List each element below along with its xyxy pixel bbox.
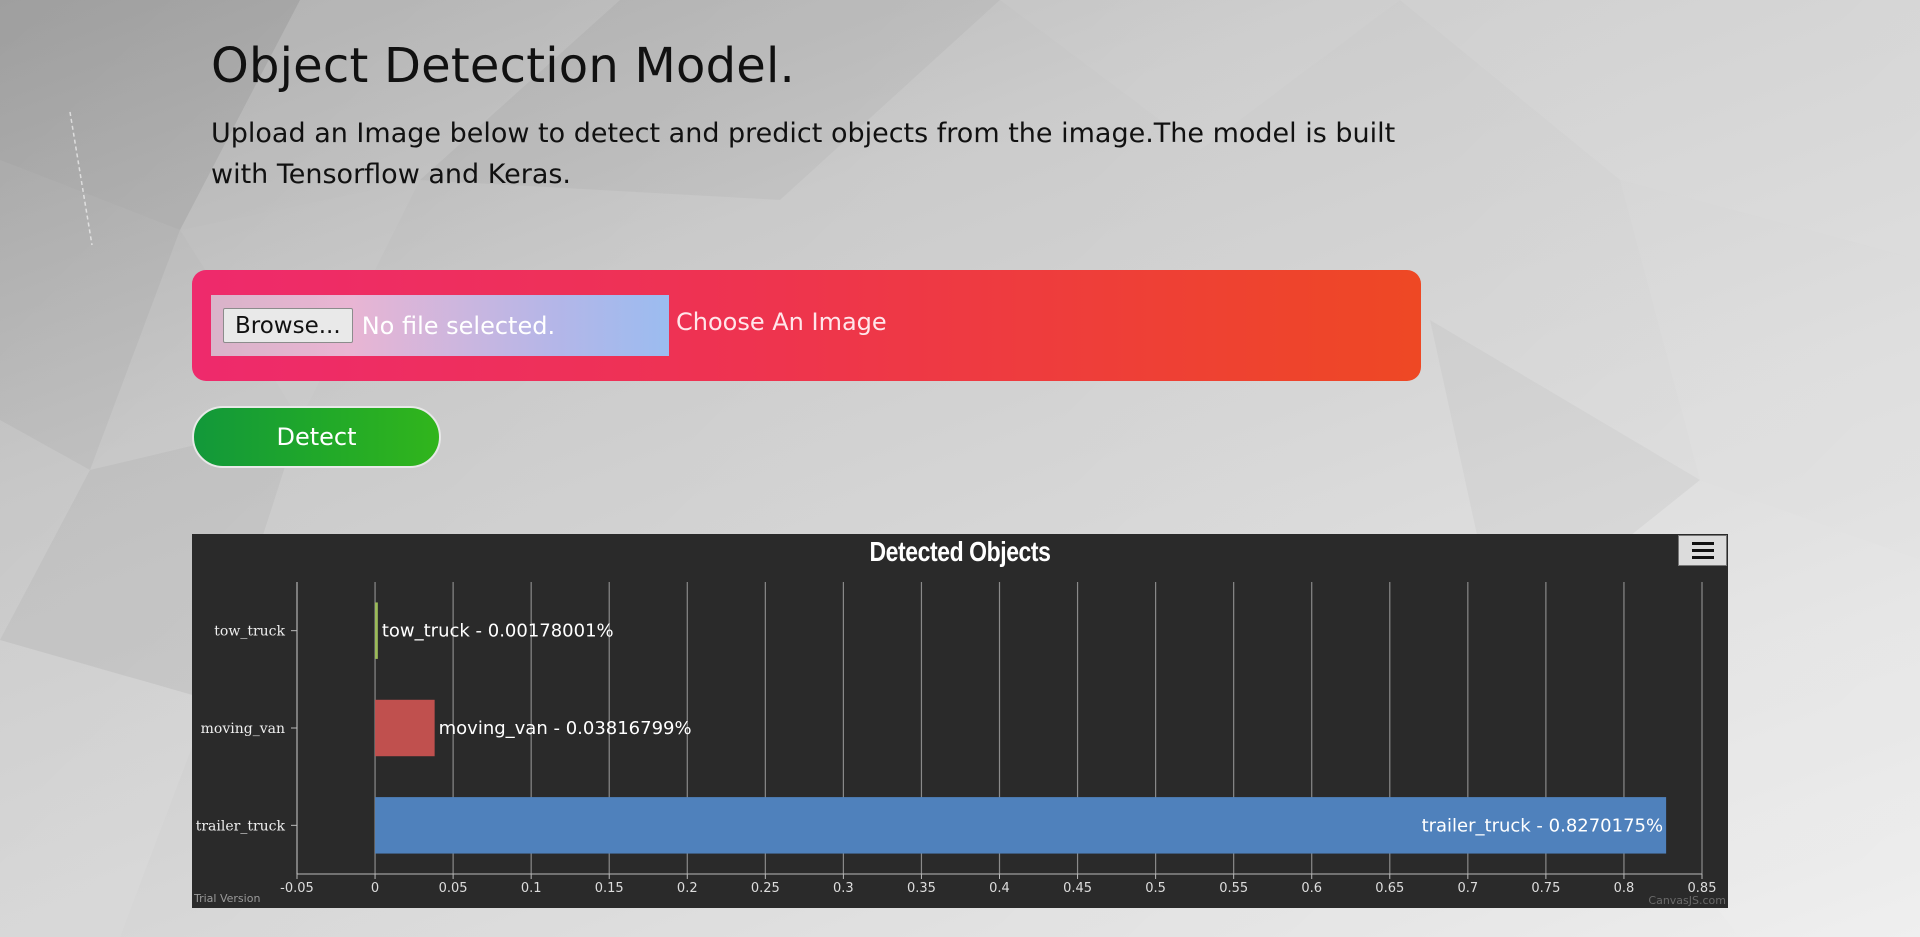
x-tick-label: 0.55 — [1219, 881, 1248, 896]
x-tick-label: 0.5 — [1145, 881, 1166, 896]
bar-data-label: moving_van - 0.03816799% — [439, 718, 692, 739]
canvasjs-credit-link[interactable]: CanvasJS.com — [1648, 894, 1726, 907]
x-tick-label: 0.3 — [833, 881, 854, 896]
bar-data-label: tow_truck - 0.00178001% — [382, 621, 614, 642]
y-category-label: trailer_truck — [196, 818, 286, 834]
x-tick-label: 0.4 — [989, 881, 1010, 896]
x-tick-label: 0.1 — [521, 881, 542, 896]
x-tick-label: 0.45 — [1063, 881, 1092, 896]
detected-objects-chart: -0.05 0 0.05 0.1 0.15 0.2 0.25 0.3 0.35 0.4 0.45 0.… — [192, 534, 1728, 908]
page-title: Object Detection Model. — [211, 38, 795, 94]
hamburger-icon — [1691, 542, 1714, 545]
chart-title: Detected Objects — [869, 536, 1051, 567]
x-tick-label: 0.2 — [677, 881, 698, 896]
y-category-label: tow_truck — [214, 624, 285, 640]
file-input[interactable]: Browse... No file selected. — [211, 295, 669, 356]
hamburger-icon-line — [1691, 556, 1714, 559]
browse-button[interactable]: Browse... — [223, 308, 353, 343]
bar-moving_van — [375, 699, 435, 757]
y-category-label: moving_van — [201, 721, 285, 737]
x-tick-label: 0.15 — [595, 881, 624, 896]
detect-button[interactable]: Detect — [192, 406, 441, 468]
bar-data-label: trailer_truck - 0.8270175% — [1422, 815, 1664, 836]
trial-version-label: Trial Version — [194, 892, 261, 905]
chart-menu-button[interactable] — [1678, 535, 1727, 566]
bar-trailer_truck — [375, 797, 1667, 854]
x-tick-label: -0.05 — [280, 881, 314, 896]
x-tick-label: 0.35 — [907, 881, 936, 896]
x-tick-label: 0.65 — [1375, 881, 1404, 896]
upload-panel: Browse... No file selected. Choose An Im… — [192, 270, 1421, 381]
choose-image-label: Choose An Image — [676, 308, 887, 336]
bar-tow_truck — [375, 602, 378, 659]
x-tick-label: 0.25 — [751, 881, 780, 896]
x-tick-label: 0.75 — [1531, 881, 1560, 896]
x-tick-label: 0.6 — [1301, 881, 1322, 896]
file-status-text: No file selected. — [361, 311, 556, 340]
x-tick-label: 0 — [371, 881, 379, 896]
hamburger-icon-line — [1691, 549, 1714, 552]
x-tick-label: 0.05 — [439, 881, 468, 896]
x-tick-label: 0.7 — [1457, 881, 1478, 896]
x-tick-label: 0.8 — [1614, 881, 1635, 896]
chart-canvas: -0.05 0 0.05 0.1 0.15 0.2 0.25 0.3 0.35 0.4 0.45 0.… — [196, 582, 1717, 896]
x-tick-label: 0.85 — [1688, 881, 1717, 896]
page-description: Upload an Image below to detect and pred… — [211, 118, 1396, 190]
